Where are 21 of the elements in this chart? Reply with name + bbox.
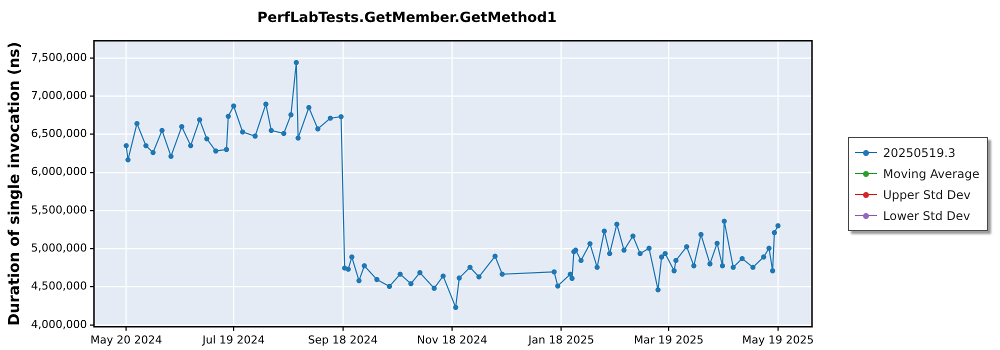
y-axis-title: Duration of single invocation (ns)	[4, 42, 23, 326]
x-tick-label: Jul 19 2024	[202, 333, 265, 346]
y-tick-label: 6,500,000	[31, 127, 87, 140]
legend-label: Upper Std Dev	[883, 188, 971, 202]
y-tick-label: 4,000,000	[31, 318, 87, 331]
x-tick-label: May 19 2025	[742, 333, 814, 346]
x-tick-label: Mar 19 2025	[634, 333, 704, 346]
x-tick-label: Jan 18 2025	[527, 333, 594, 346]
y-tick-label: 6,000,000	[31, 165, 87, 178]
chart-title: PerfLabTests.GetMember.GetMethod1	[257, 10, 557, 26]
y-tick-label: 7,000,000	[31, 88, 87, 102]
legend-label: Moving Average	[883, 166, 980, 180]
x-tick-label: May 20 2024	[90, 333, 162, 346]
y-tick-label: 5,000,000	[31, 241, 87, 254]
legend-label: 20250519.3	[883, 146, 956, 160]
y-tick-label: 5,500,000	[31, 203, 87, 216]
y-tick-label: 7,500,000	[31, 50, 87, 64]
x-tick-label: Nov 18 2024	[416, 333, 488, 346]
legend-label: Lower Std Dev	[883, 208, 970, 222]
y-tick-label: 4,500,000	[31, 280, 87, 293]
x-tick-label: Sep 18 2024	[308, 333, 378, 346]
